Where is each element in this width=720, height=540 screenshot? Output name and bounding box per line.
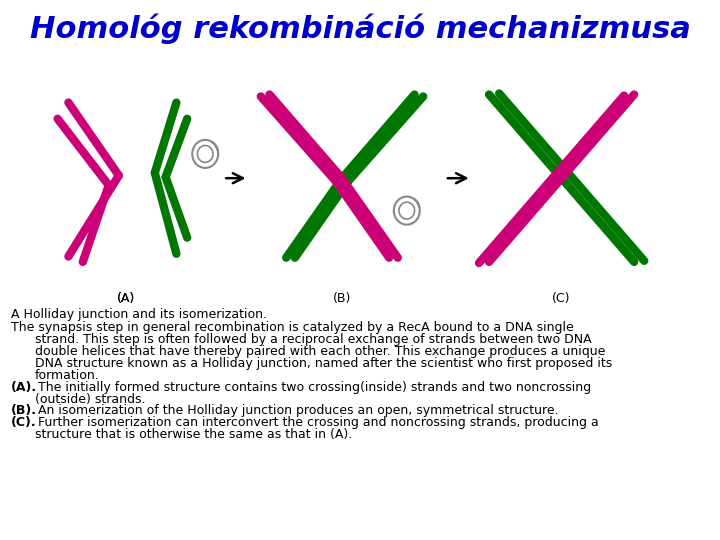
- Text: A Holliday junction and its isomerization.: A Holliday junction and its isomerizatio…: [11, 308, 267, 321]
- Text: (A): (A): [117, 292, 135, 305]
- Text: formation.: formation.: [35, 369, 99, 382]
- Text: double helices that have thereby paired with each other. This exchange produces : double helices that have thereby paired …: [35, 345, 605, 358]
- Text: An isomerization of the Holliday junction produces an open, symmetrical structur: An isomerization of the Holliday junctio…: [38, 404, 559, 417]
- Text: (B).: (B).: [11, 404, 37, 417]
- Text: The synapsis step in general recombination is catalyzed by a RecA bound to a DNA: The synapsis step in general recombinati…: [11, 321, 574, 334]
- Text: Homológ rekombináció mechanizmusa: Homológ rekombináció mechanizmusa: [30, 14, 690, 44]
- Text: structure that is otherwise the same as that in (A).: structure that is otherwise the same as …: [35, 428, 352, 441]
- Text: (C): (C): [552, 292, 571, 305]
- Text: (A).: (A).: [11, 381, 37, 394]
- Text: strand. This step is often followed by a reciprocal exchange of strands between : strand. This step is often followed by a…: [35, 333, 591, 346]
- Text: Further isomerization can interconvert the crossing and noncrossing strands, pro: Further isomerization can interconvert t…: [38, 416, 599, 429]
- Text: The initially formed structure contains two crossing(inside) strands and two non: The initially formed structure contains …: [38, 381, 591, 394]
- Text: (A): (A): [117, 292, 135, 305]
- Text: DNA structure known as a Holliday junction, named after the scientist who first : DNA structure known as a Holliday juncti…: [35, 357, 612, 370]
- Text: (outside) strands.: (outside) strands.: [35, 393, 145, 406]
- Text: (C).: (C).: [11, 416, 37, 429]
- Text: (B): (B): [333, 292, 351, 305]
